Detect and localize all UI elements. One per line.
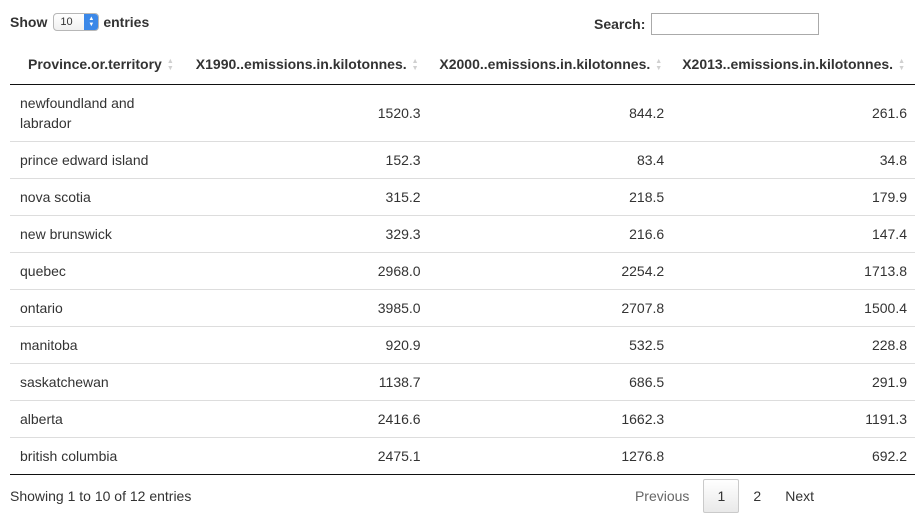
page-length-select[interactable]: 10 ▲ ▼ bbox=[53, 13, 100, 31]
column-header-label: X2013..emissions.in.kilotonnes. bbox=[682, 55, 894, 72]
cell-province: alberta bbox=[10, 399, 185, 437]
cell-2013: 34.8 bbox=[672, 140, 915, 178]
column-header-1990[interactable]: X1990..emissions.in.kilotonnes. ▲ ▼ bbox=[184, 44, 429, 85]
page-button-2[interactable]: 2 bbox=[753, 488, 762, 504]
pagination: Previous 1 2 Next bbox=[623, 479, 826, 513]
cell-2000: 1662.3 bbox=[428, 399, 673, 437]
cell-2000: 2254.2 bbox=[428, 251, 673, 289]
cell-2000: 216.6 bbox=[428, 214, 673, 252]
table-row: manitoba 920.9 532.5 228.8 bbox=[10, 325, 915, 363]
cell-province: new brunswick bbox=[10, 214, 185, 252]
previous-button[interactable]: Previous bbox=[634, 488, 690, 504]
cell-2000: 686.5 bbox=[428, 362, 673, 400]
table-info: Showing 1 to 10 of 12 entries bbox=[10, 488, 192, 504]
cell-2013: 228.8 bbox=[672, 325, 915, 363]
table-row: quebec 2968.0 2254.2 1713.8 bbox=[10, 251, 915, 289]
cell-1990: 3985.0 bbox=[184, 288, 429, 326]
cell-1990: 329.3 bbox=[184, 214, 429, 252]
cell-province: quebec bbox=[10, 251, 185, 289]
cell-2013: 1500.4 bbox=[672, 288, 915, 326]
next-button[interactable]: Next bbox=[785, 488, 814, 504]
select-arrows-icon: ▲ ▼ bbox=[84, 14, 99, 30]
cell-2000: 532.5 bbox=[428, 325, 673, 363]
table-row: saskatchewan 1138.7 686.5 291.9 bbox=[10, 362, 915, 400]
column-header-2000[interactable]: X2000..emissions.in.kilotonnes. ▲ ▼ bbox=[428, 44, 673, 85]
cell-2013: 291.9 bbox=[672, 362, 915, 400]
column-header-label: Province.or.territory bbox=[28, 55, 162, 72]
cell-2000: 218.5 bbox=[428, 177, 673, 215]
cell-2013: 1713.8 bbox=[672, 251, 915, 289]
cell-province: prince edward island bbox=[10, 140, 185, 178]
cell-province: saskatchewan bbox=[10, 362, 185, 400]
search-label: Search: bbox=[594, 16, 646, 32]
show-label: Show bbox=[10, 14, 48, 30]
page-button-1[interactable]: 1 bbox=[703, 479, 740, 513]
table-row: british columbia 2475.1 1276.8 692.2 bbox=[10, 436, 915, 475]
table-row: nova scotia 315.2 218.5 179.9 bbox=[10, 177, 915, 215]
cell-2013: 147.4 bbox=[672, 214, 915, 252]
column-header-2013[interactable]: X2013..emissions.in.kilotonnes. ▲ ▼ bbox=[672, 44, 915, 85]
entries-label: entries bbox=[103, 14, 150, 30]
sort-icon: ▲ ▼ bbox=[411, 57, 419, 72]
cell-2000: 2707.8 bbox=[428, 288, 673, 326]
cell-2013: 1191.3 bbox=[672, 399, 915, 437]
cell-1990: 920.9 bbox=[184, 325, 429, 363]
cell-1990: 2968.0 bbox=[184, 251, 429, 289]
cell-province: newfoundland and labrador bbox=[20, 94, 135, 131]
page-length-value: 10 bbox=[60, 16, 73, 28]
cell-province: ontario bbox=[10, 288, 185, 326]
cell-province: nova scotia bbox=[10, 177, 185, 215]
table-row: prince edward island 152.3 83.4 34.8 bbox=[10, 140, 915, 178]
cell-province: british columbia bbox=[10, 436, 185, 475]
column-header-label: X1990..emissions.in.kilotonnes. bbox=[195, 55, 407, 72]
cell-1990: 1520.3 bbox=[377, 104, 421, 121]
cell-2013: 692.2 bbox=[672, 436, 915, 475]
sort-icon: ▲ ▼ bbox=[898, 57, 905, 72]
cell-2000: 83.4 bbox=[428, 140, 673, 178]
cell-1990: 1138.7 bbox=[184, 362, 429, 400]
table-row: ontario 3985.0 2707.8 1500.4 bbox=[10, 288, 915, 326]
table-row: alberta 2416.6 1662.3 1191.3 bbox=[10, 399, 915, 437]
cell-1990: 152.3 bbox=[184, 140, 429, 178]
cell-2013: 179.9 bbox=[672, 177, 915, 215]
column-header-province[interactable]: Province.or.territory ▲ ▼ bbox=[10, 44, 185, 85]
cell-province: manitoba bbox=[10, 325, 185, 363]
cell-2013: 261.6 bbox=[871, 104, 907, 121]
search-control: Search: bbox=[594, 13, 820, 35]
table-row: newfoundland and labrador 1520.3 844.2 2… bbox=[10, 84, 915, 141]
data-table: Province.or.territory ▲ ▼ X1990..emissions… bbox=[10, 44, 915, 475]
column-header-label: X2000..emissions.in.kilotonnes. bbox=[439, 55, 651, 72]
cell-1990: 2416.6 bbox=[184, 399, 429, 437]
table-row: new brunswick 329.3 216.6 147.4 bbox=[10, 214, 915, 252]
cell-2000: 844.2 bbox=[629, 104, 665, 121]
search-input[interactable] bbox=[651, 13, 820, 35]
cell-1990: 2475.1 bbox=[184, 436, 429, 475]
sort-icon: ▲ ▼ bbox=[655, 57, 663, 72]
sort-icon: ▲ ▼ bbox=[166, 57, 174, 72]
cell-2000: 1276.8 bbox=[428, 436, 673, 475]
page-length-control: Show 10 ▲ ▼ entries bbox=[10, 13, 149, 31]
header-row: Province.or.territory ▲ ▼ X1990..emissions… bbox=[10, 44, 915, 85]
cell-1990: 315.2 bbox=[184, 177, 429, 215]
